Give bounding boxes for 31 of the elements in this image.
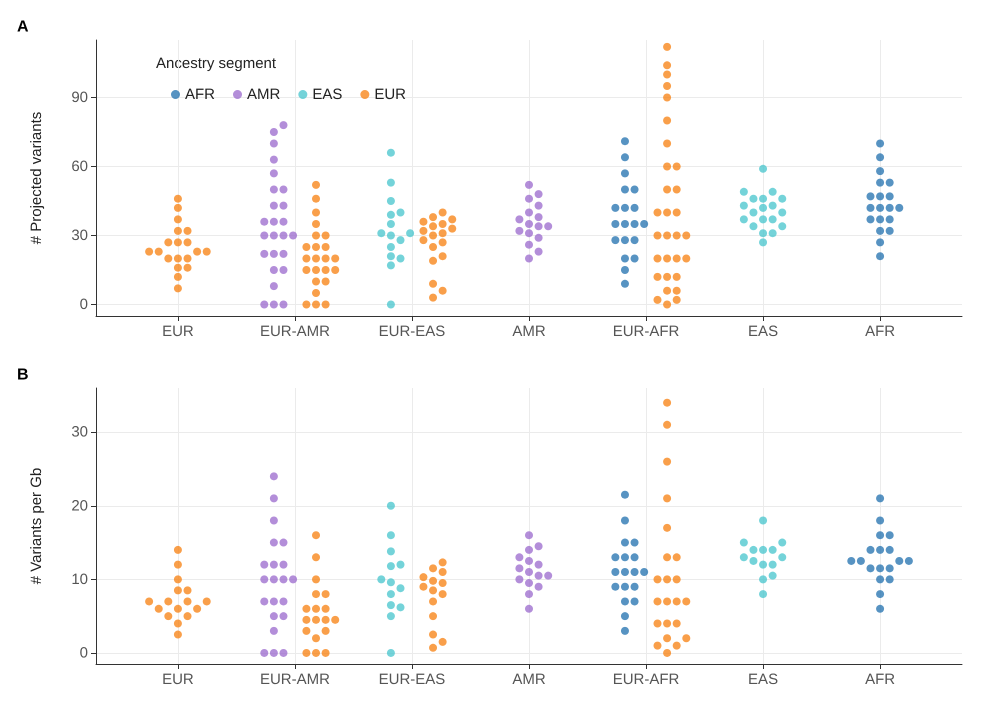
x-tick-label: EUR-AMR — [260, 323, 330, 340]
y-tick-label: 10 — [71, 570, 88, 588]
x-tick-label: EAS — [748, 323, 778, 340]
x-tick-label: EUR-AMR — [260, 671, 330, 688]
y-tick-label: 0 — [80, 644, 88, 662]
y-tick-label: 60 — [71, 158, 88, 175]
legend-label: AMR — [247, 86, 280, 103]
legend-label: AFR — [185, 86, 216, 103]
x-tick-label: EUR-EAS — [378, 323, 446, 340]
x-tick-label: AMR — [512, 671, 546, 688]
x-tick-label: AMR — [512, 323, 546, 340]
y-axis-title: # Projected variants — [28, 112, 45, 244]
legend-label: EAS — [312, 86, 342, 103]
y-tick-label: 0 — [80, 296, 88, 313]
chart-title: A — [17, 18, 29, 36]
x-tick-label: EUR-AFR — [612, 323, 680, 340]
y-tick-label: 30 — [71, 424, 88, 441]
x-tick-label: EUR-AFR — [612, 671, 680, 688]
y-axis-title: # Variants per Gb — [28, 468, 45, 584]
x-tick-label: EUR — [162, 323, 194, 340]
y-tick-label: 90 — [71, 89, 88, 106]
x-tick-label: EAS — [748, 671, 778, 688]
legend-label: EUR — [374, 86, 406, 103]
legend-title: Ancestry segment — [156, 55, 277, 72]
x-tick-label: AFR — [865, 323, 896, 340]
y-tick-label: 20 — [71, 497, 88, 514]
x-tick-label: AFR — [865, 671, 896, 688]
y-tick-label: 30 — [71, 227, 88, 244]
x-tick-label: EUR — [162, 671, 194, 688]
x-tick-label: EUR-EAS — [378, 671, 446, 688]
chart-title: B — [17, 366, 29, 384]
